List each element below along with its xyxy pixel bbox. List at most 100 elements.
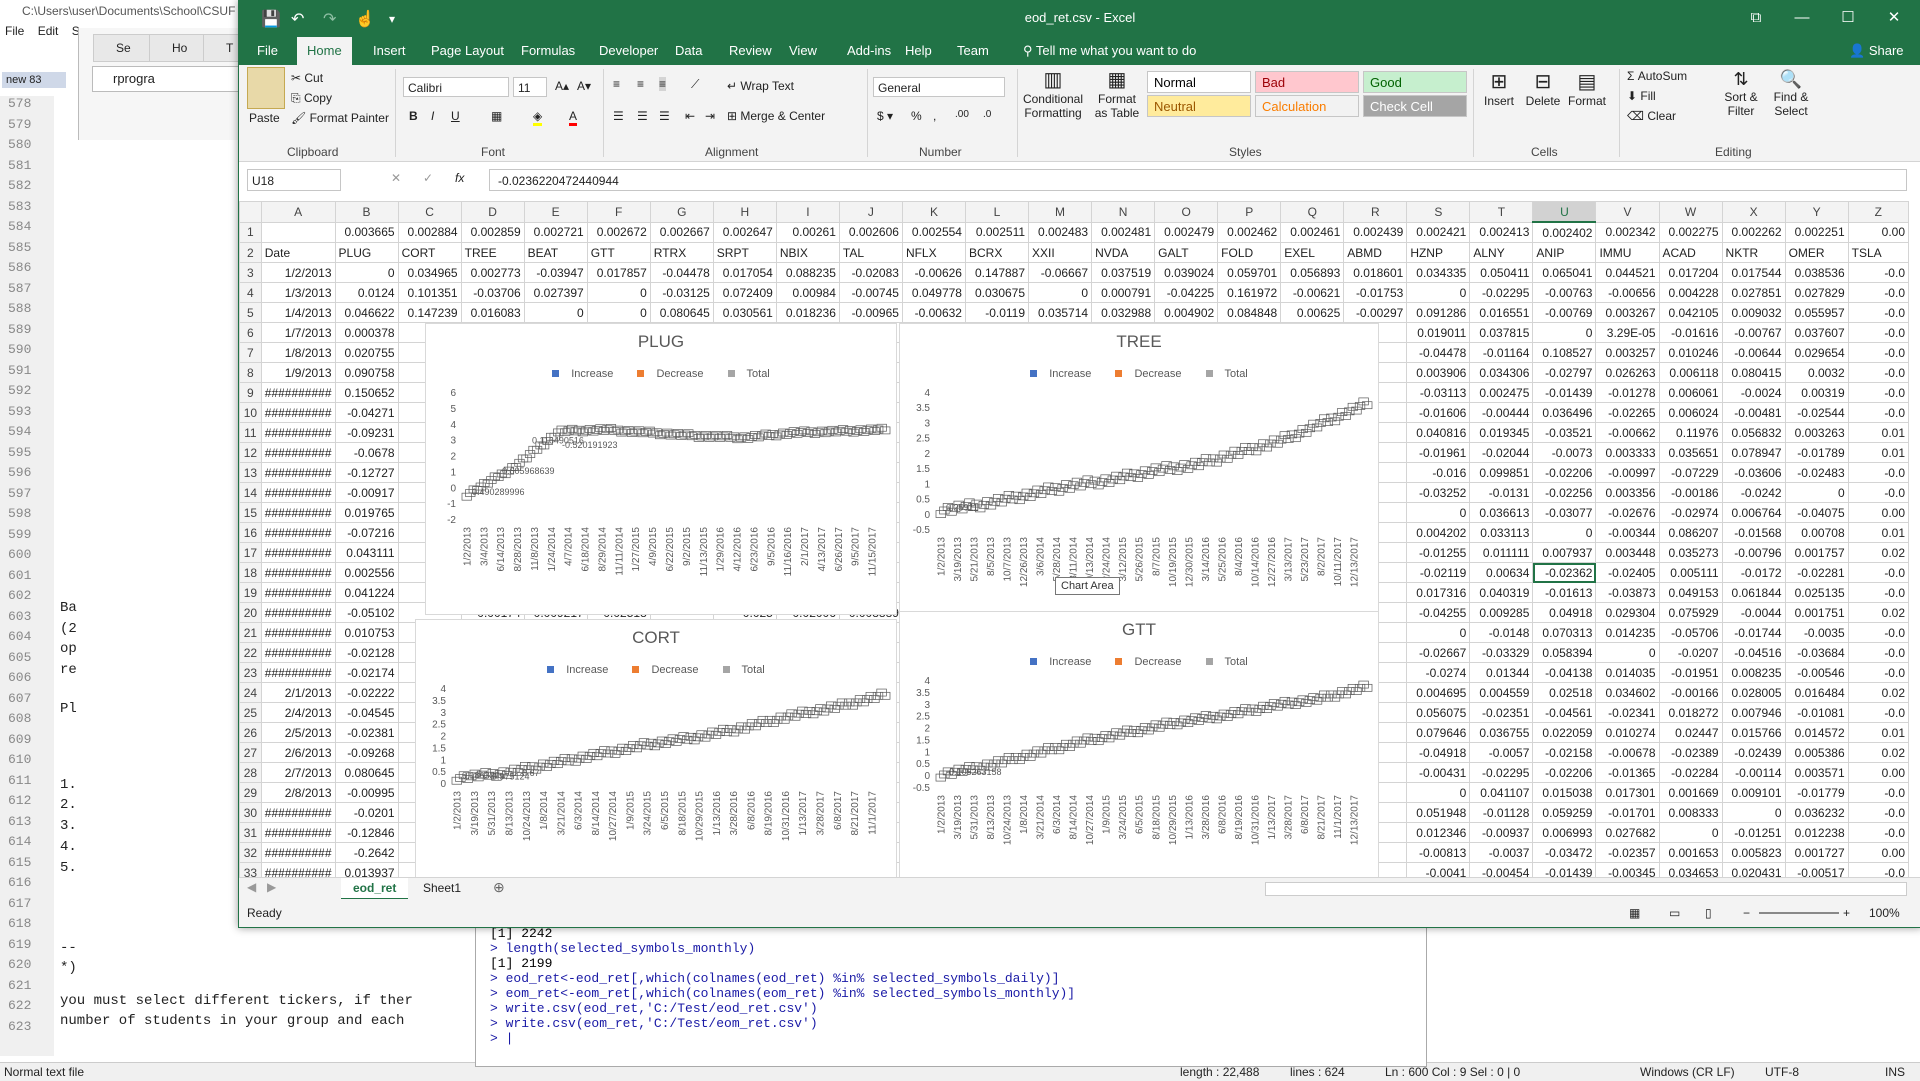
cell[interactable]: -0.01439 [1532, 862, 1597, 877]
cell[interactable]: 0.002251 [1784, 221, 1849, 243]
cell[interactable]: 0.002402 [1532, 221, 1597, 243]
cell[interactable]: -0.00662 [1595, 422, 1660, 443]
cell[interactable]: -0.00444 [1469, 402, 1534, 423]
column-header[interactable]: E [523, 201, 588, 223]
number-format-select[interactable]: General [873, 77, 1005, 97]
cell[interactable]: 0.002462 [1217, 221, 1282, 243]
cell[interactable]: -0.04516 [1721, 642, 1786, 663]
tell-me-search[interactable]: ⚲ Tell me what you want to do [1023, 43, 1197, 58]
cell[interactable]: BEAT [523, 242, 588, 263]
cell[interactable]: -0.0 [1847, 462, 1909, 483]
cell-style-good[interactable]: Good [1363, 71, 1467, 93]
cell[interactable]: -0.0 [1847, 322, 1909, 343]
cell[interactable]: -0.00297 [1343, 302, 1408, 323]
cell[interactable]: -0.02284 [1658, 762, 1723, 783]
cell[interactable]: -0.02439 [1721, 742, 1786, 763]
cell[interactable]: -0.00481 [1721, 402, 1786, 423]
cell[interactable]: -0.0678 [334, 442, 399, 463]
cell[interactable]: 0.080415 [1721, 362, 1786, 383]
ribbon-tab-review[interactable]: Review [729, 43, 772, 58]
cell[interactable]: 0.016551 [1469, 302, 1534, 323]
cell[interactable]: -0.00769 [1532, 302, 1597, 323]
cell[interactable]: 0.017301 [1595, 782, 1660, 803]
cell[interactable]: -0.07216 [334, 522, 399, 543]
cell[interactable]: ########## [260, 562, 336, 583]
cell[interactable]: 0.02 [1847, 542, 1909, 563]
cell[interactable]: -0.01789 [1784, 442, 1849, 463]
cell[interactable]: 0.056893 [1280, 262, 1345, 283]
cell[interactable]: 0.059701 [1217, 262, 1282, 283]
column-header[interactable]: P [1217, 201, 1282, 223]
cell[interactable]: 0.015766 [1721, 722, 1786, 743]
cell[interactable]: 0.018601 [1343, 262, 1408, 283]
cell[interactable]: 0.035273 [1658, 542, 1723, 563]
row-header[interactable]: 2 [239, 242, 262, 263]
cell[interactable]: 0.007937 [1532, 542, 1597, 563]
cell[interactable]: ########## [260, 602, 336, 623]
cell[interactable]: -0.03873 [1595, 582, 1660, 603]
cell[interactable]: TREE [460, 242, 525, 263]
cell[interactable]: 0.002481 [1091, 221, 1156, 243]
cell[interactable]: -0.04255 [1406, 602, 1471, 623]
cell[interactable]: ########## [260, 582, 336, 603]
cell[interactable]: 0.002413 [1469, 221, 1534, 243]
cell[interactable]: -0.04478 [649, 262, 714, 283]
cell[interactable]: 0.000791 [1091, 282, 1156, 303]
cell[interactable]: ########## [260, 622, 336, 643]
cell[interactable]: 1/7/2013 [260, 322, 336, 343]
cell[interactable]: 0.040319 [1469, 582, 1534, 603]
cell[interactable]: 0 [1028, 282, 1093, 303]
cell[interactable]: -0.016 [1406, 462, 1471, 483]
cell[interactable]: -0.02174 [334, 662, 399, 683]
cell[interactable]: GTT [586, 242, 651, 263]
cell[interactable]: 0.002342 [1595, 221, 1660, 243]
cell[interactable]: 0.003263 [1784, 422, 1849, 443]
cell[interactable]: -0.12846 [334, 822, 399, 843]
align-bottom-icon[interactable]: ≡ [659, 77, 667, 91]
editor-menu-search[interactable]: S [71, 24, 80, 38]
cell[interactable]: 0.002667 [649, 221, 714, 243]
cell[interactable]: 0.091286 [1406, 302, 1471, 323]
cell[interactable]: 0.003356 [1595, 482, 1660, 503]
cell[interactable]: 0.005823 [1721, 842, 1786, 863]
cell[interactable]: 0.04918 [1532, 602, 1597, 623]
cell[interactable]: 0.003448 [1595, 542, 1660, 563]
row-header[interactable]: 16 [239, 522, 262, 543]
cell[interactable]: -0.0057 [1469, 742, 1534, 763]
increase-indent-icon[interactable]: ⇥ [705, 109, 716, 123]
cell[interactable]: 1/8/2013 [260, 342, 336, 363]
cell[interactable]: -0.00656 [1595, 282, 1660, 303]
cell[interactable]: 0.00 [1847, 762, 1909, 783]
row-header[interactable]: 24 [239, 682, 262, 703]
cell[interactable]: 0.014035 [1595, 662, 1660, 683]
cell[interactable]: -0.03077 [1532, 502, 1597, 523]
cell[interactable]: NFLX [901, 242, 966, 263]
cell[interactable]: 0.019765 [334, 502, 399, 523]
touch-mode-icon[interactable]: ☝ [355, 11, 375, 28]
cell[interactable]: 0.101351 [397, 282, 462, 303]
cell[interactable]: -0.02265 [1595, 402, 1660, 423]
cell[interactable]: 0 [1406, 282, 1471, 303]
cell[interactable]: 0.016484 [1784, 682, 1849, 703]
cell[interactable]: 0.012346 [1406, 822, 1471, 843]
cell[interactable]: 0.037519 [1091, 262, 1156, 283]
cell[interactable]: -0.01251 [1721, 822, 1786, 843]
row-header[interactable]: 29 [239, 782, 262, 803]
cell[interactable]: 0.003906 [1406, 362, 1471, 383]
row-header[interactable]: 30 [239, 802, 262, 823]
column-header[interactable]: Q [1280, 201, 1345, 223]
cell[interactable]: TAL [838, 242, 903, 263]
cell[interactable]: 0.033113 [1469, 522, 1534, 543]
cell[interactable]: -0.02222 [334, 682, 399, 703]
cell[interactable]: -0.0 [1847, 802, 1909, 823]
cell[interactable]: ########## [260, 442, 336, 463]
chart-tree[interactable]: TREE Increase Decrease Total 4 3.5 3 2.5 2 1.5 1 0.… [899, 323, 1379, 625]
cell[interactable]: -0.01081 [1784, 702, 1849, 723]
cell[interactable]: -0.02351 [1469, 702, 1534, 723]
cell-style-bad[interactable]: Bad [1255, 71, 1359, 93]
cell[interactable]: -0.02295 [1469, 762, 1534, 783]
save-icon[interactable]: 💾 [261, 11, 281, 28]
cell[interactable]: 0.00 [1847, 842, 1909, 863]
cell[interactable]: -0.0044 [1721, 602, 1786, 623]
cell[interactable]: -0.04561 [1532, 702, 1597, 723]
